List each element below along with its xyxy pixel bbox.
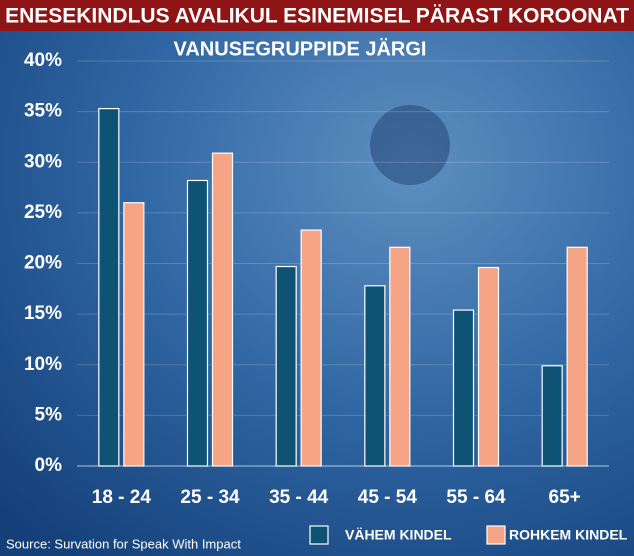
chart-subtitle: VANUSEGRUPPIDE JÄRGI <box>173 37 426 60</box>
x-tick-label: 25 - 34 <box>180 487 240 508</box>
chart-title: ENESEKINDLUS AVALIKUL ESINEMISEL PÄRAST … <box>5 5 629 28</box>
bar <box>477 266 500 467</box>
bar <box>98 107 120 467</box>
y-tick-label: 5% <box>35 404 63 425</box>
y-tick-label: 10% <box>24 354 62 375</box>
x-tick-label: 45 - 54 <box>358 487 418 508</box>
bar <box>275 265 297 467</box>
bar <box>566 246 588 467</box>
legend-label: VÄHEM KINDEL <box>345 527 452 543</box>
x-tick-label: 18 - 24 <box>92 487 152 508</box>
x-tick-label: 55 - 64 <box>446 487 506 508</box>
bar <box>123 202 145 467</box>
x-tick-label: 35 - 44 <box>269 487 329 508</box>
y-tick-label: 15% <box>24 303 62 324</box>
bg-decoration <box>370 105 450 185</box>
bar <box>186 179 209 467</box>
bar <box>300 229 322 467</box>
bar <box>364 285 386 467</box>
x-tick-label: 65+ <box>549 487 581 508</box>
y-tick-label: 30% <box>24 151 62 172</box>
bar <box>541 365 563 467</box>
y-tick-label: 35% <box>24 101 62 122</box>
y-tick-label: 20% <box>24 253 62 274</box>
title-bar <box>0 0 634 31</box>
legend-label: ROHKEM KINDEL <box>509 527 628 543</box>
source: Source: Survation for Speak With Impact <box>6 536 241 551</box>
y-tick-label: 40% <box>24 50 62 71</box>
bar <box>389 246 411 467</box>
legend-swatch <box>309 525 329 545</box>
y-tick-label: 0% <box>35 455 63 476</box>
bar <box>452 309 475 467</box>
y-tick-label: 25% <box>24 202 62 223</box>
legend-swatch <box>486 525 506 545</box>
bar <box>211 152 234 467</box>
